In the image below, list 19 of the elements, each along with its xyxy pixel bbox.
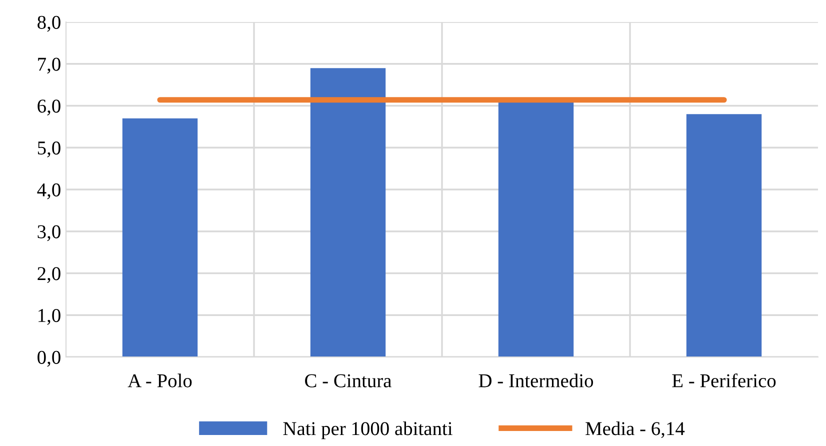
legend-label: Nati per 1000 abitanti xyxy=(283,422,452,440)
x-tick-label: D - Intermedio xyxy=(478,374,594,388)
bar xyxy=(686,114,762,357)
x-tick-label: E - Periferico xyxy=(672,373,776,388)
bar xyxy=(310,68,386,357)
y-tick-label: 1,0 xyxy=(38,308,60,325)
y-tick-label: 7,0 xyxy=(38,58,60,74)
bar xyxy=(122,118,198,357)
y-tick-label: 8,0 xyxy=(38,16,60,32)
y-tick-label: 6,0 xyxy=(38,100,60,116)
y-tick-label: 4,0 xyxy=(37,183,60,200)
y-tick-label: 3,0 xyxy=(38,225,60,242)
x-tick-label: A - Polo xyxy=(128,374,192,388)
y-tick-label: 5,0 xyxy=(38,141,60,158)
y-tick-label: 0,0 xyxy=(38,350,60,367)
bar xyxy=(498,102,574,357)
x-tick-label: C - Cintura xyxy=(305,374,392,388)
y-tick-label: 2,0 xyxy=(38,267,60,283)
legend-label: Media - 6,14 xyxy=(586,422,685,438)
